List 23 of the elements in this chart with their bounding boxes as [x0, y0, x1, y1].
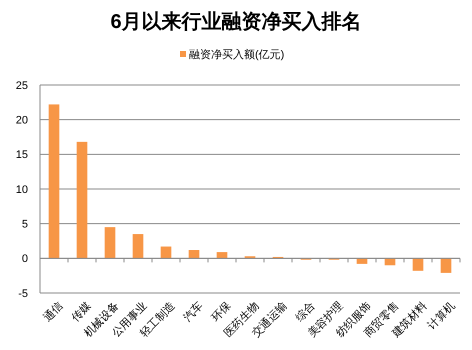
- bar: [188, 250, 200, 258]
- bar: [48, 104, 60, 258]
- x-tick-label: 通信: [40, 299, 66, 324]
- y-tick-label: 10: [16, 184, 28, 196]
- y-tick-label: 20: [16, 114, 28, 127]
- bar: [76, 142, 88, 258]
- y-tick-label: 5: [22, 218, 28, 231]
- bar: [160, 246, 172, 258]
- bar: [412, 258, 424, 271]
- bar: [384, 258, 396, 266]
- y-tick-label: 15: [16, 149, 28, 162]
- bar: [440, 258, 452, 273]
- y-tick-label: 25: [16, 80, 28, 92]
- chart-title: 6月以来行业融资净买入排名: [110, 10, 362, 33]
- x-tick-label: 计算机: [425, 299, 458, 332]
- x-tick-label: 汽车: [180, 299, 206, 324]
- bar: [104, 227, 116, 258]
- y-tick-label: -5: [18, 288, 28, 300]
- bar: [356, 258, 368, 264]
- bar: [132, 234, 144, 258]
- bar: [216, 252, 228, 258]
- legend-label: 融资净买入额(亿元): [189, 48, 284, 61]
- y-tick-label: 0: [22, 253, 28, 266]
